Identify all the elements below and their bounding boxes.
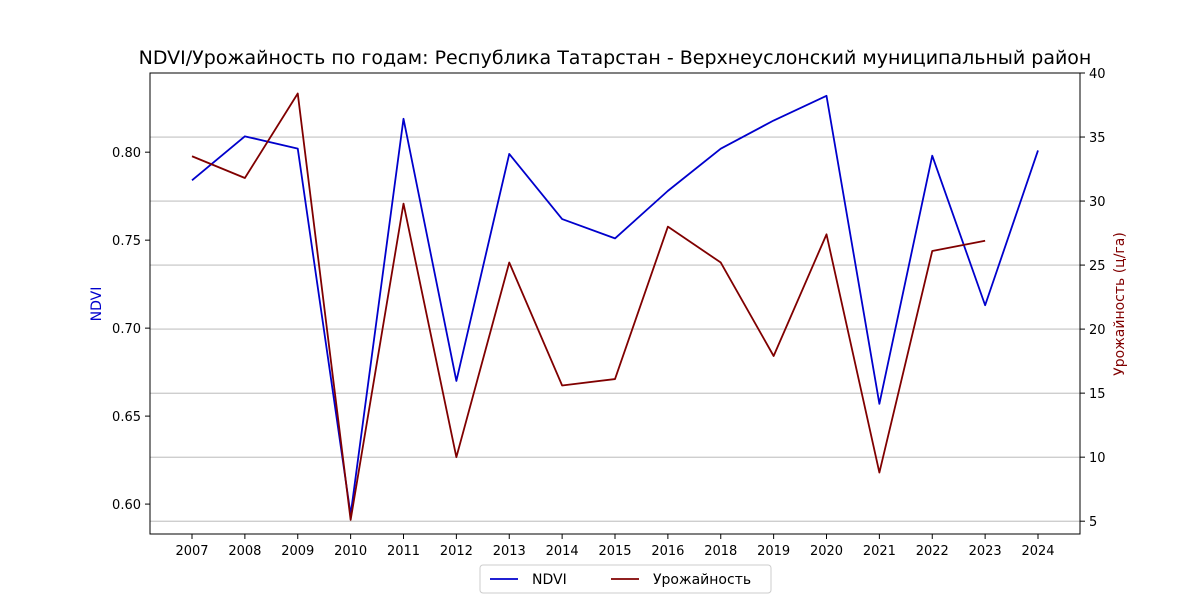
x-tick-label-2010: 2010 [334,544,367,559]
series-line-yield [191,92,986,521]
y-left-tick-label-4: 0.80 [112,146,141,161]
series-line-ndvi [191,94,1039,516]
legend-label-yield: Урожайность [653,572,751,588]
x-tick-label-2020: 2020 [810,544,843,559]
y-left-tick-label-2: 0.70 [112,322,141,337]
x-tick-label-2011: 2011 [387,544,420,559]
y-right-tick-label-6: 35 [1089,131,1106,146]
y-axis-left: 0.60 0.65 0.70 0.75 0.80 [112,146,150,513]
x-tick-label-2018: 2018 [704,544,737,559]
x-tick-label-2013: 2013 [493,544,526,559]
y-right-tick-label-4: 25 [1089,259,1106,274]
y-axis-left-label: NDVI [89,287,105,322]
y-right-tick-label-0: 5 [1089,515,1097,530]
x-tick-label-2008: 2008 [228,544,261,559]
x-tick-label-2021: 2021 [863,544,896,559]
x-tick-label-2012: 2012 [440,544,473,559]
y-right-tick-label-5: 30 [1089,195,1106,210]
y-left-tick-label-3: 0.75 [112,234,141,249]
chart-title: NDVI/Урожайность по годам: Республика Та… [139,47,1092,69]
y-left-tick-label-0: 0.60 [112,498,141,513]
x-tick-label-2023: 2023 [969,544,1002,559]
plot-frame [149,72,1081,535]
series-lines [191,92,1039,521]
legend-label-ndvi: NDVI [532,572,567,588]
x-tick-label-2007: 2007 [175,544,208,559]
y-right-tick-label-3: 20 [1089,323,1106,338]
x-tick-label-2022: 2022 [916,544,949,559]
x-tick-label-2016: 2016 [651,544,684,559]
x-tick-label-2024: 2024 [1021,544,1054,559]
y-axis-right-label: Урожайность (ц/га) [1112,232,1128,376]
x-tick-label-2019: 2019 [757,544,790,559]
y-right-tick-label-7: 40 [1089,67,1106,82]
y-right-tick-label-1: 10 [1089,451,1106,466]
y-left-tick-label-1: 0.65 [112,410,141,425]
x-tick-label-2009: 2009 [281,544,314,559]
legend: NDVI Урожайность [479,564,772,594]
y-right-tick-label-2: 15 [1089,387,1106,402]
x-tick-label-2014: 2014 [546,544,579,559]
y-axis-right: 5 10 15 20 25 30 35 40 [1080,67,1106,530]
x-axis: 2007 2008 2009 2010 2011 2012 2013 2014 2015 2016… [175,534,1055,559]
grid-lines [150,72,1080,522]
x-tick-label-2015: 2015 [598,544,631,559]
